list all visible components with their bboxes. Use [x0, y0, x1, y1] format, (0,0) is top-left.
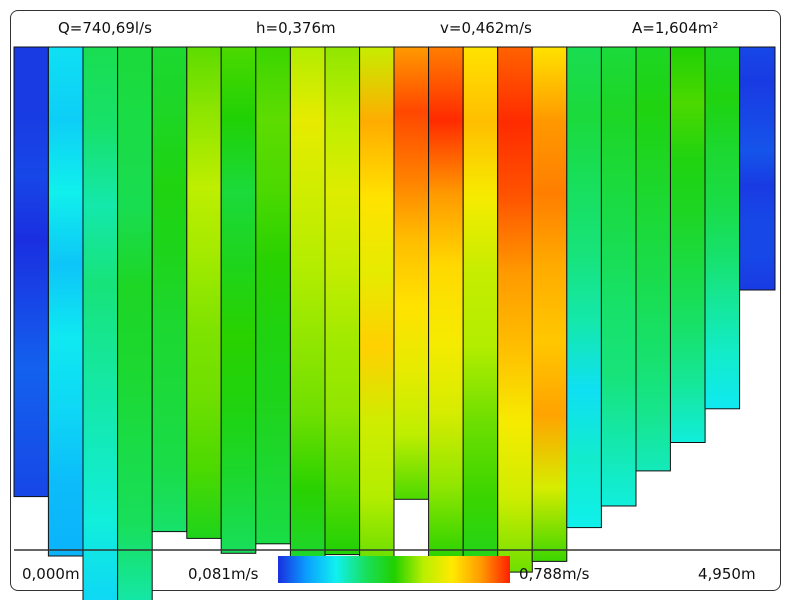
velocity-column: [531, 46, 568, 562]
velocity-column: [82, 46, 119, 600]
velocity-column: [704, 46, 741, 410]
x-axis-end-label: 4,950m: [698, 565, 756, 583]
velocity-column: [13, 46, 49, 498]
area-label: A=1,604m²: [632, 19, 719, 37]
depth-label: h=0,376m: [256, 19, 336, 37]
velocity-column: [670, 46, 706, 443]
velocity-column: [324, 46, 361, 556]
velocity-column: [635, 46, 671, 472]
velocity-column: [462, 46, 499, 572]
velocity-column: [186, 46, 222, 539]
velocity-column: [428, 46, 464, 560]
velocity-column: [151, 46, 188, 533]
colorbar-min-label: 0,081m/s: [188, 565, 259, 583]
velocity-column: [117, 46, 153, 600]
velocity-column: [600, 46, 637, 507]
mean-velocity-label: v=0,462m/s: [440, 19, 532, 37]
discharge-label: Q=740,69l/s: [58, 19, 152, 37]
velocity-column: [289, 46, 326, 564]
velocity-column: [393, 46, 430, 500]
velocity-column: [47, 46, 84, 557]
velocity-column: [566, 46, 602, 529]
velocity-column: [255, 46, 291, 545]
velocity-column: [220, 46, 257, 554]
heatmap-columns: [13, 46, 776, 600]
velocity-column: [359, 46, 395, 573]
colorbar: [278, 556, 510, 583]
colorbar-max-label: 0,788m/s: [519, 565, 590, 583]
x-axis-start-label: 0,000m: [22, 565, 80, 583]
velocity-column: [497, 46, 533, 573]
velocity-column: [739, 46, 776, 291]
